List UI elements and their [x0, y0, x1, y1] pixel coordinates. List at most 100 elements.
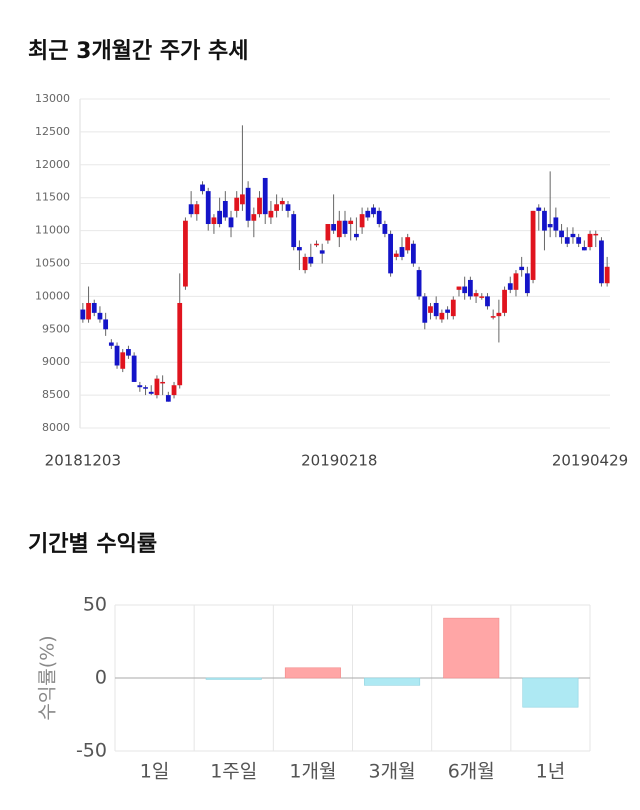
y-tick-label: 9000: [42, 355, 70, 368]
candle-body: [456, 286, 462, 290]
candle-body: [268, 210, 274, 218]
candle-body: [359, 214, 365, 228]
candle-body: [348, 220, 354, 225]
candle-body: [433, 302, 439, 317]
candle-body: [342, 220, 348, 234]
candle-body: [490, 316, 496, 318]
candle-body: [240, 194, 245, 205]
candle-body: [513, 273, 519, 290]
candle-body: [410, 243, 416, 264]
candle-body: [467, 279, 473, 297]
y-tick-label: 10000: [35, 289, 70, 302]
bar: [364, 677, 421, 686]
candle-body: [581, 247, 587, 251]
candle-body: [564, 237, 570, 244]
candle-body: [137, 385, 143, 388]
candle-body: [570, 233, 576, 238]
candle-body: [200, 184, 205, 192]
candle-body: [257, 197, 262, 215]
candle-body: [188, 204, 194, 215]
candle-body: [325, 224, 331, 241]
candle-body: [388, 233, 393, 274]
candle-body: [354, 233, 359, 238]
candle-body: [291, 214, 297, 248]
y-tick-label: 50: [83, 594, 107, 616]
candle-body: [80, 309, 86, 320]
y-tick-label: 11500: [35, 191, 70, 204]
candle-body: [160, 381, 166, 384]
candle-body: [97, 312, 103, 320]
candle-body: [393, 253, 399, 257]
candle-body: [205, 191, 211, 225]
bar: [284, 667, 341, 679]
candle-body: [530, 210, 536, 280]
y-tick-label: 8000: [42, 421, 70, 434]
candle-body: [103, 319, 109, 330]
candle-body: [502, 289, 507, 313]
candle-body: [211, 217, 217, 225]
candle-body: [559, 230, 564, 238]
bar: [522, 677, 579, 708]
x-tick-label: 1개월: [289, 761, 336, 783]
candle-body: [108, 342, 114, 346]
y-tick-label: 11000: [35, 224, 70, 237]
candle-body: [439, 312, 445, 320]
candle-body: [519, 266, 525, 271]
y-tick-label: 12500: [35, 125, 70, 138]
candle-body: [183, 220, 188, 287]
y-tick-label: 0: [95, 667, 107, 689]
candle-body: [245, 187, 251, 221]
candle-body: [154, 378, 160, 396]
candle-body: [485, 296, 490, 307]
candle-body: [297, 247, 302, 251]
candle-body: [524, 273, 530, 294]
chart-title: 최근 3개월간 주가 추세: [28, 39, 248, 64]
candle-body: [308, 256, 314, 264]
candle-body: [382, 224, 388, 234]
candle-body: [336, 220, 342, 238]
candle-body: [553, 217, 559, 231]
x-tick-label: 20190429: [552, 452, 628, 470]
candle-body: [148, 391, 154, 394]
candle-body: [234, 197, 240, 211]
candle-body: [376, 210, 382, 225]
candle-body: [599, 240, 604, 284]
candle-body: [177, 302, 183, 386]
candle-body: [604, 266, 610, 284]
candle-body: [416, 270, 422, 297]
candle-body: [86, 302, 91, 320]
candle-body: [171, 385, 177, 396]
x-tick-label: 6개월: [448, 761, 495, 783]
candle-body: [507, 283, 513, 290]
candle-body: [365, 210, 371, 218]
candle-body: [194, 204, 200, 215]
candle-body: [496, 312, 502, 317]
candle-body: [593, 233, 599, 236]
candle-body: [547, 224, 553, 228]
candle-body: [479, 296, 485, 298]
y-axis-label: 수익률(%): [37, 635, 59, 720]
candle-body: [576, 237, 582, 244]
candle-body: [285, 204, 291, 211]
candle-body: [371, 207, 376, 215]
candle-body: [428, 306, 433, 313]
candle-body: [319, 250, 325, 254]
candle-body: [587, 233, 593, 248]
candle-body: [536, 207, 542, 211]
candle-body: [120, 352, 126, 369]
y-tick-label: 9500: [42, 322, 70, 335]
y-tick-label: 10500: [35, 257, 70, 270]
candle-body: [279, 200, 285, 205]
candle-body: [405, 237, 411, 251]
candle-body: [399, 247, 405, 257]
y-tick-label: 12000: [35, 158, 70, 171]
bar: [443, 617, 500, 679]
candle-body: [262, 177, 268, 215]
candle-body: [473, 293, 479, 297]
chart-title: 기간별 수익률: [28, 532, 157, 557]
candle-body: [143, 387, 148, 389]
x-tick-label: 3개월: [369, 761, 416, 783]
candle-body: [542, 210, 547, 231]
x-tick-label: 1일: [140, 761, 170, 783]
